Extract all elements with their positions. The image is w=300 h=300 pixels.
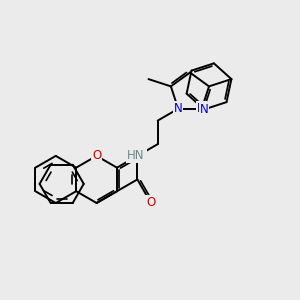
- Text: O: O: [136, 147, 146, 160]
- Text: O: O: [146, 196, 155, 209]
- Text: HN: HN: [127, 149, 145, 162]
- Text: N: N: [197, 102, 206, 115]
- Text: N: N: [200, 103, 208, 116]
- Text: O: O: [92, 149, 101, 162]
- Text: N: N: [174, 102, 183, 115]
